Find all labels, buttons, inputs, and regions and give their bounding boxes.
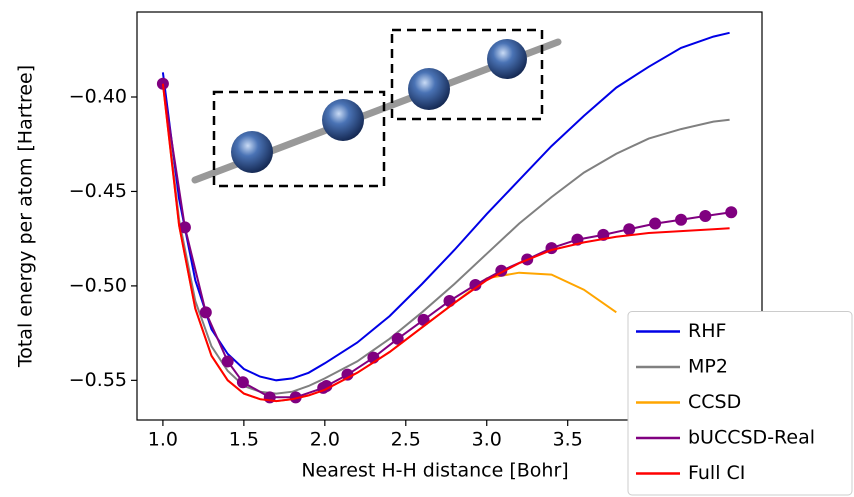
- marker: [675, 213, 688, 226]
- molecule-illustration: [191, 28, 562, 188]
- marker: [199, 306, 212, 319]
- legend-label: MP2: [688, 356, 728, 378]
- y-tick-label: −0.50: [69, 274, 127, 296]
- marker: [221, 355, 234, 368]
- atom: [408, 68, 450, 110]
- series-line: [161, 83, 730, 403]
- marker: [649, 217, 662, 230]
- marker: [391, 332, 404, 345]
- marker: [725, 206, 738, 219]
- plot-area: [156, 31, 738, 404]
- legend: RHF MP2 CCSD bUCCSD-Real Full CI: [627, 311, 853, 496]
- dashed-box: [390, 28, 544, 121]
- atom: [322, 99, 364, 141]
- legend-label: bUCCSD-Real: [688, 427, 815, 449]
- x-tick-label: 2.0: [310, 429, 340, 451]
- legend-box: [627, 311, 853, 496]
- y-tick-label: −0.45: [69, 180, 127, 202]
- marker: [156, 77, 169, 90]
- marker: [443, 295, 456, 307]
- marker: [178, 221, 191, 234]
- y-tick-label: −0.55: [69, 369, 127, 391]
- axes-frame: [136, 11, 763, 421]
- marker: [341, 368, 354, 381]
- legend-label: CCSD: [688, 391, 741, 413]
- series-line: [161, 31, 730, 382]
- atom: [487, 39, 527, 79]
- y-axis-label: Total energy per atom [Hartree]: [15, 65, 37, 368]
- x-axis-label: Nearest H-H distance [Bohr]: [301, 460, 568, 482]
- x-tick-label: 1.0: [148, 429, 178, 451]
- y-tick-label: −0.40: [69, 86, 127, 108]
- legend-label: RHF: [688, 320, 726, 342]
- marker: [289, 391, 302, 404]
- marker: [469, 278, 482, 291]
- marker: [320, 380, 333, 392]
- x-tick-label: 2.5: [391, 429, 421, 451]
- marker: [699, 210, 712, 222]
- marker: [623, 223, 636, 236]
- series-line: [161, 83, 617, 403]
- x-tick-label: 3.0: [472, 429, 502, 451]
- marker: [236, 376, 249, 389]
- atom: [231, 131, 273, 173]
- x-tick-label: 3.5: [553, 429, 583, 451]
- x-tick-label: 1.5: [229, 429, 259, 451]
- legend-label: Full CI: [688, 462, 745, 484]
- dashed-box: [212, 90, 386, 188]
